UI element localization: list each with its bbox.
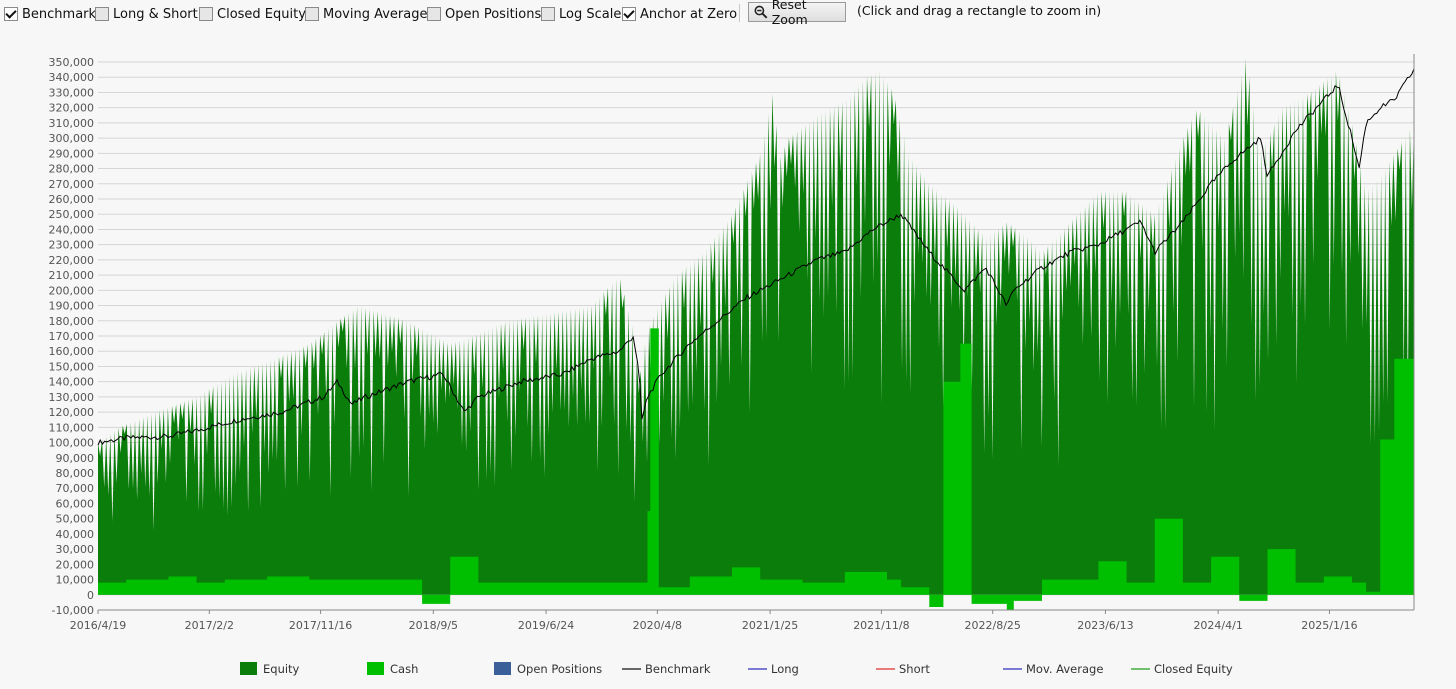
x-axis-ticks: 2016/4/19 2017/2/2 2017/11/16 2018/9/5 2019/… xyxy=(70,610,1358,632)
checkbox-label: Closed Equity xyxy=(217,6,306,22)
chart-toolbar: Benchmark Long & Short Closed Equity Mov… xyxy=(0,0,1456,27)
y-tick-label: 260,000 xyxy=(49,193,95,206)
y-tick-label: 70,000 xyxy=(56,482,95,495)
y-tick-label: 310,000 xyxy=(49,117,95,130)
checkbox-box[interactable] xyxy=(4,7,18,21)
closed-equity-checkbox[interactable]: Closed Equity xyxy=(199,5,306,23)
checkbox-box[interactable] xyxy=(622,7,636,21)
y-tick-label: 40,000 xyxy=(56,528,95,541)
chart-axes xyxy=(98,54,1415,611)
reset-zoom-label: Reset Zoom xyxy=(771,0,808,27)
y-tick-label: 110,000 xyxy=(49,421,95,434)
y-tick-label: 190,000 xyxy=(49,300,95,313)
x-tick-label: 2021/1/25 xyxy=(742,619,798,632)
x-tick-label: 2018/9/5 xyxy=(409,619,458,632)
long-short-checkbox[interactable]: Long & Short xyxy=(95,5,198,23)
checkbox-label: Log Scale xyxy=(559,6,622,22)
anchor-at-zero-checkbox[interactable]: Anchor at Zero xyxy=(622,5,737,23)
x-tick-label: 2019/6/24 xyxy=(518,619,574,632)
checkbox-label: Anchor at Zero xyxy=(640,6,738,22)
x-tick-label: 2020/4/8 xyxy=(633,619,682,632)
y-tick-label: -10,000 xyxy=(52,604,94,617)
x-tick-label: 2017/2/2 xyxy=(185,619,234,632)
y-axis-ticks: -10,000 0 10,000 20,000 30,000 40,000 50,000 60… xyxy=(49,56,95,617)
checkbox-box[interactable] xyxy=(95,7,109,21)
legend-label: Mov. Average xyxy=(1026,662,1103,676)
y-tick-label: 200,000 xyxy=(49,284,95,297)
cash-area xyxy=(98,328,1414,610)
y-tick-label: 50,000 xyxy=(56,513,95,526)
y-tick-label: 30,000 xyxy=(56,543,95,556)
y-tick-label: 220,000 xyxy=(49,254,95,267)
chart-legend: Equity Cash Open Positions Benchmark Long Sho… xyxy=(240,662,1233,676)
moving-average-checkbox[interactable]: Moving Average xyxy=(305,5,427,23)
benchmark-checkbox[interactable]: Benchmark xyxy=(4,5,96,23)
y-tick-label: 20,000 xyxy=(56,558,95,571)
legend-label: Open Positions xyxy=(517,662,602,676)
y-tick-label: 320,000 xyxy=(49,102,95,115)
legend-swatch xyxy=(494,662,511,675)
legend-label: Long xyxy=(771,662,799,676)
chart-lines xyxy=(97,68,1415,446)
y-tick-label: 90,000 xyxy=(56,452,95,465)
reset-zoom-button[interactable]: Reset Zoom xyxy=(748,0,846,27)
y-tick-label: 330,000 xyxy=(49,86,95,99)
x-tick-label: 2024/4/1 xyxy=(1193,619,1242,632)
y-tick-label: 340,000 xyxy=(49,71,95,84)
toolbar-divider xyxy=(739,4,740,22)
y-tick-label: 140,000 xyxy=(49,376,95,389)
legend-label: Benchmark xyxy=(645,662,711,676)
checkbox-label: Moving Average xyxy=(323,6,428,22)
equity-chart[interactable]: -10,000 0 10,000 20,000 30,000 40,000 50,000 60… xyxy=(0,26,1456,689)
legend-label: Closed Equity xyxy=(1154,662,1233,676)
legend-label: Equity xyxy=(263,662,300,676)
y-tick-label: 0 xyxy=(87,589,94,602)
y-tick-label: 300,000 xyxy=(49,132,95,145)
checkbox-label: Long & Short xyxy=(113,6,198,22)
legend-label: Cash xyxy=(390,662,418,676)
x-tick-label: 2016/4/19 xyxy=(70,619,126,632)
y-tick-label: 210,000 xyxy=(49,269,95,282)
y-tick-label: 240,000 xyxy=(49,223,95,236)
benchmark-line xyxy=(97,68,1415,446)
chart-areas xyxy=(98,58,1414,610)
y-tick-label: 170,000 xyxy=(49,330,95,343)
x-tick-label: 2025/1/16 xyxy=(1301,619,1357,632)
y-tick-label: 270,000 xyxy=(49,178,95,191)
zoom-hint: (Click and drag a rectangle to zoom in) xyxy=(857,3,1102,18)
y-tick-label: 280,000 xyxy=(49,163,95,176)
equity-area xyxy=(98,58,1414,595)
y-tick-label: 180,000 xyxy=(49,315,95,328)
x-tick-label: 2023/6/13 xyxy=(1077,619,1133,632)
open-positions-checkbox[interactable]: Open Positions xyxy=(427,5,541,23)
y-tick-label: 250,000 xyxy=(49,208,95,221)
legend-label: Short xyxy=(899,662,930,676)
y-tick-label: 150,000 xyxy=(49,360,95,373)
x-tick-label: 2017/11/16 xyxy=(289,619,352,632)
y-tick-label: 350,000 xyxy=(49,56,95,69)
y-tick-label: 10,000 xyxy=(56,574,95,587)
checkbox-label: Open Positions xyxy=(445,6,542,22)
checkbox-box[interactable] xyxy=(199,7,213,21)
checkbox-box[interactable] xyxy=(427,7,441,21)
x-tick-label: 2021/11/8 xyxy=(853,619,909,632)
checkbox-box[interactable] xyxy=(305,7,319,21)
y-tick-label: 100,000 xyxy=(49,437,95,450)
y-tick-label: 230,000 xyxy=(49,239,95,252)
y-tick-label: 130,000 xyxy=(49,391,95,404)
legend-swatch xyxy=(240,662,257,675)
log-scale-checkbox[interactable]: Log Scale xyxy=(541,5,621,23)
y-tick-label: 160,000 xyxy=(49,345,95,358)
x-tick-label: 2022/8/25 xyxy=(965,619,1021,632)
y-tick-label: 80,000 xyxy=(56,467,95,480)
y-tick-label: 60,000 xyxy=(56,497,95,510)
zoom-out-icon xyxy=(754,5,768,19)
checkbox-box[interactable] xyxy=(541,7,555,21)
checkbox-label: Benchmark xyxy=(22,6,97,22)
legend-swatch xyxy=(367,662,384,675)
y-tick-label: 120,000 xyxy=(49,406,95,419)
y-tick-label: 290,000 xyxy=(49,147,95,160)
